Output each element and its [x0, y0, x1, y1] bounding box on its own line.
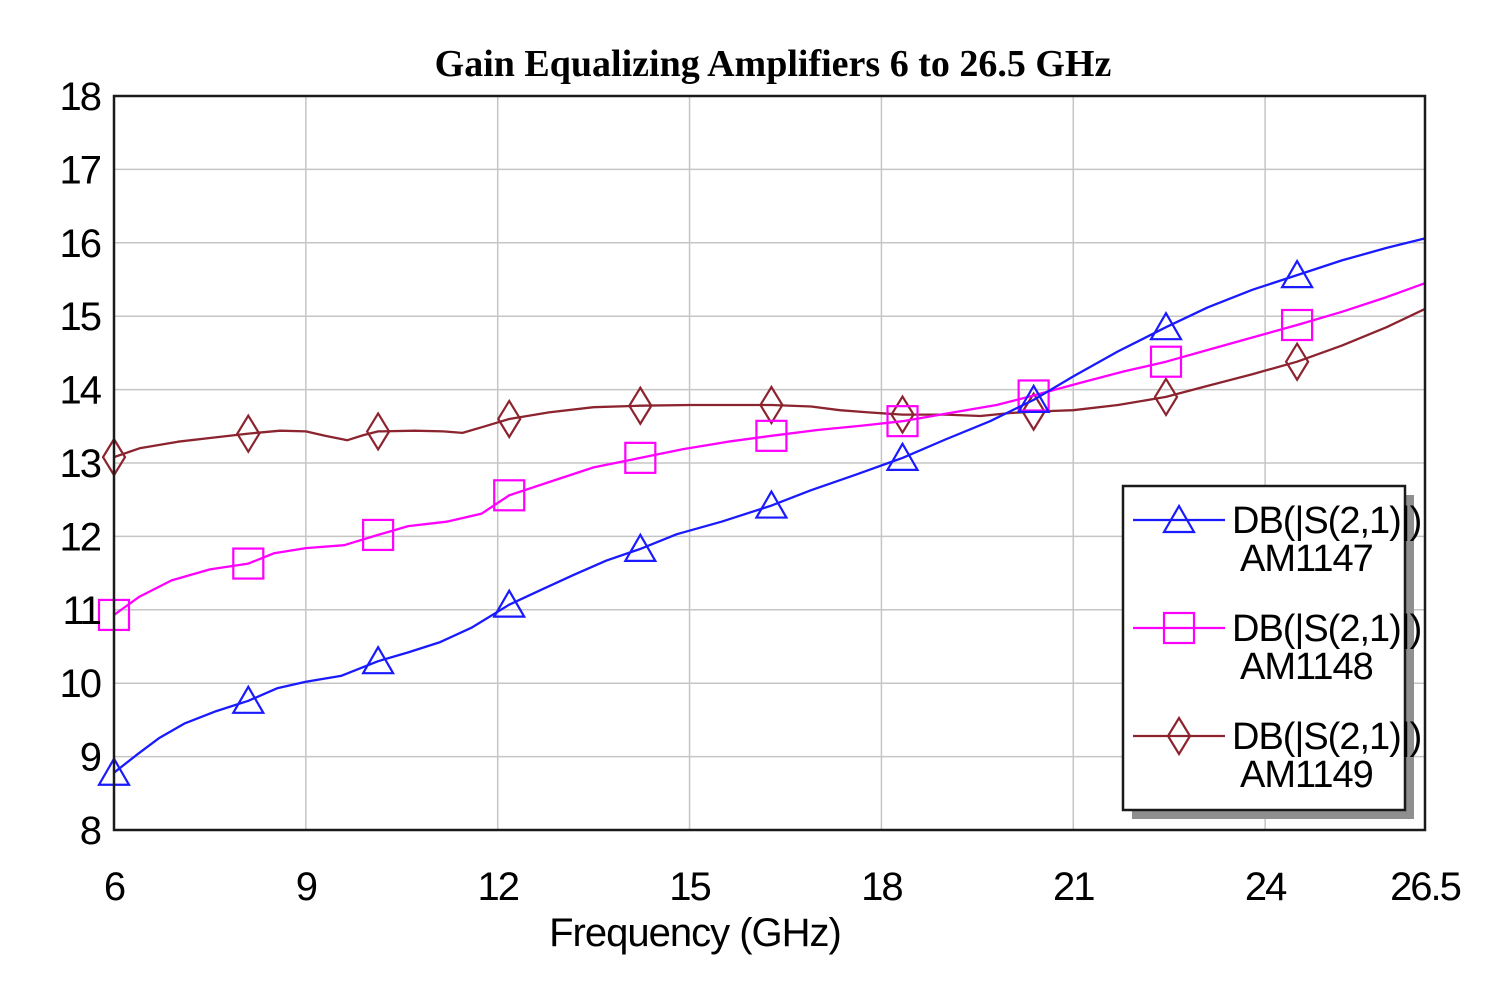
- x-tick-label: 26.5: [1390, 865, 1461, 909]
- square-marker: [493, 479, 526, 512]
- y-tick-label: 17: [60, 148, 101, 192]
- legend-label-line2: AM1149: [1240, 754, 1373, 796]
- legend-frame: [1121, 484, 1407, 812]
- legend-label-line1: DB(|S(2,1)|): [1232, 500, 1421, 542]
- square-marker: [886, 405, 919, 438]
- x-axis-title: Frequency (GHz): [549, 911, 841, 955]
- diamond-marker: [1166, 715, 1192, 757]
- chart-title: Gain Equalizing Amplifiers 6 to 26.5 GHz: [435, 43, 1112, 85]
- square-marker: [362, 518, 395, 552]
- square-marker: [1162, 611, 1196, 645]
- square-marker: [755, 419, 788, 452]
- square-marker: [1017, 379, 1050, 412]
- diamond-marker: [759, 384, 784, 426]
- diamond-marker: [236, 413, 261, 454]
- x-tick-label: 21: [1053, 865, 1094, 909]
- y-tick-label: 15: [60, 295, 101, 339]
- triangle-marker: [1162, 503, 1196, 534]
- square-marker: [232, 547, 265, 580]
- y-tick-label: 10: [60, 662, 101, 706]
- y-tick-label: 18: [60, 75, 101, 119]
- diamond-marker: [628, 385, 653, 426]
- diamond-marker: [496, 398, 522, 440]
- series-line-am1148: [113, 282, 1426, 616]
- triangle-marker: [623, 532, 658, 562]
- legend-entry-am1149: DB(|S(2,1)|)AM1149: [1133, 715, 1422, 796]
- legend-box: DB(|S(2,1)|)AM1147DB(|S(2,1)|)AM1148DB(|…: [1121, 484, 1422, 819]
- triangle-marker: [1280, 258, 1315, 289]
- y-axis-tick-labels: 8 9 10 11 12 13 14 15 16 17 18: [60, 75, 104, 853]
- triangle-marker: [754, 489, 789, 519]
- x-tick-label: 24: [1245, 865, 1287, 909]
- y-tick-label: 9: [80, 736, 101, 780]
- legend-entry-am1147: DB(|S(2,1)|)AM1147: [1133, 500, 1422, 580]
- legend-entry-am1148: DB(|S(2,1)|)AM1148: [1133, 608, 1422, 688]
- triangle-marker: [361, 644, 396, 675]
- triangle-marker: [492, 588, 527, 618]
- square-marker: [1149, 345, 1183, 378]
- diamond-marker: [1153, 376, 1179, 418]
- diamond-marker: [890, 394, 915, 435]
- x-tick-label: 18: [861, 865, 902, 909]
- x-axis-tick-labels: 6 9 12 15 18 21 24 26.5: [104, 865, 1463, 909]
- series-am1148: [97, 282, 1426, 632]
- series-am1147: [97, 237, 1426, 786]
- y-tick-label: 13: [60, 442, 101, 486]
- triangle-marker: [885, 441, 920, 471]
- triangle-marker: [1016, 383, 1051, 413]
- x-tick-label: 15: [669, 865, 710, 909]
- square-marker: [624, 441, 657, 474]
- square-marker: [1280, 308, 1314, 342]
- legend-label-line2: AM1147: [1240, 538, 1373, 580]
- y-tick-label: 14: [60, 369, 102, 413]
- plot-border: [112, 94, 1427, 832]
- legend-label-line2: AM1148: [1240, 646, 1373, 688]
- x-tick-label: 9: [296, 865, 317, 909]
- diamond-marker: [1021, 391, 1046, 432]
- legend-label-line1: DB(|S(2,1)|): [1232, 716, 1421, 758]
- series-line-am1149: [113, 307, 1426, 459]
- series-layer: [97, 237, 1426, 786]
- x-tick-label: 12: [477, 865, 518, 909]
- diamond-marker: [365, 411, 391, 452]
- y-tick-label: 11: [62, 589, 100, 633]
- y-tick-label: 12: [60, 515, 101, 559]
- x-tick-label: 6: [104, 865, 125, 909]
- y-tick-label: 16: [60, 222, 101, 266]
- triangle-marker: [1149, 311, 1183, 341]
- diamond-marker: [1284, 341, 1310, 382]
- y-tick-label: 8: [80, 809, 101, 853]
- legend-label-line1: DB(|S(2,1)|): [1232, 608, 1421, 650]
- triangle-marker: [231, 684, 266, 714]
